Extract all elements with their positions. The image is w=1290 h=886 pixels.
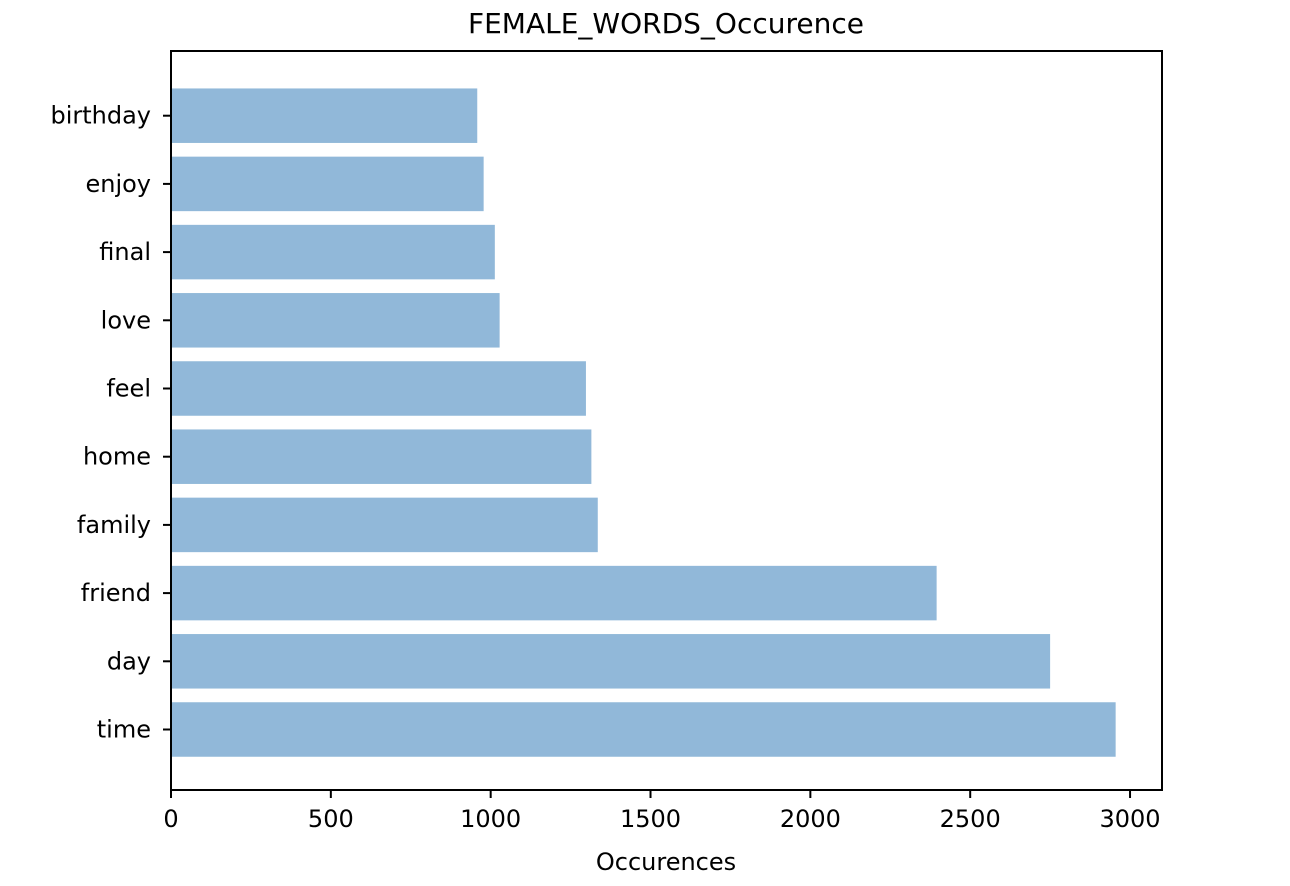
x-tick-label-2500: 2500 [940, 805, 1001, 833]
bar-enjoy [171, 157, 484, 212]
y-tick-label-enjoy: enjoy [85, 170, 151, 198]
y-tick-label-home: home [83, 443, 151, 471]
y-tick-label-love: love [101, 306, 151, 334]
y-tick-label-final: final [99, 238, 151, 266]
x-axis: 0 500 1000 1500 2000 2500 3000 [163, 790, 1160, 833]
y-axis: time day friend family home feel love final enjo… [50, 102, 171, 744]
x-tick-label-0: 0 [163, 805, 178, 833]
bar-family [171, 498, 598, 553]
y-tick-label-day: day [107, 647, 151, 675]
y-tick-label-feel: feel [106, 375, 151, 403]
y-tick-label-family: family [77, 511, 151, 539]
bar-day [171, 634, 1050, 689]
y-tick-label-birthday: birthday [50, 102, 151, 130]
bar-friend [171, 566, 937, 621]
x-tick-label-3000: 3000 [1099, 805, 1160, 833]
y-tick-label-friend: friend [81, 579, 151, 607]
x-tick-label-1000: 1000 [460, 805, 521, 833]
bar-time [171, 702, 1116, 757]
bar-feel [171, 361, 586, 416]
bars-layer [171, 88, 1116, 756]
x-tick-label-500: 500 [308, 805, 354, 833]
bar-love [171, 293, 500, 348]
bar-home [171, 429, 591, 484]
x-axis-title: Occurences [596, 848, 736, 876]
x-tick-label-1500: 1500 [620, 805, 681, 833]
y-tick-label-time: time [97, 716, 151, 744]
bar-birthday [171, 88, 477, 143]
x-tick-label-2000: 2000 [780, 805, 841, 833]
bar-final [171, 225, 495, 280]
chart-title: FEMALE_WORDS_Occurence [468, 7, 864, 40]
